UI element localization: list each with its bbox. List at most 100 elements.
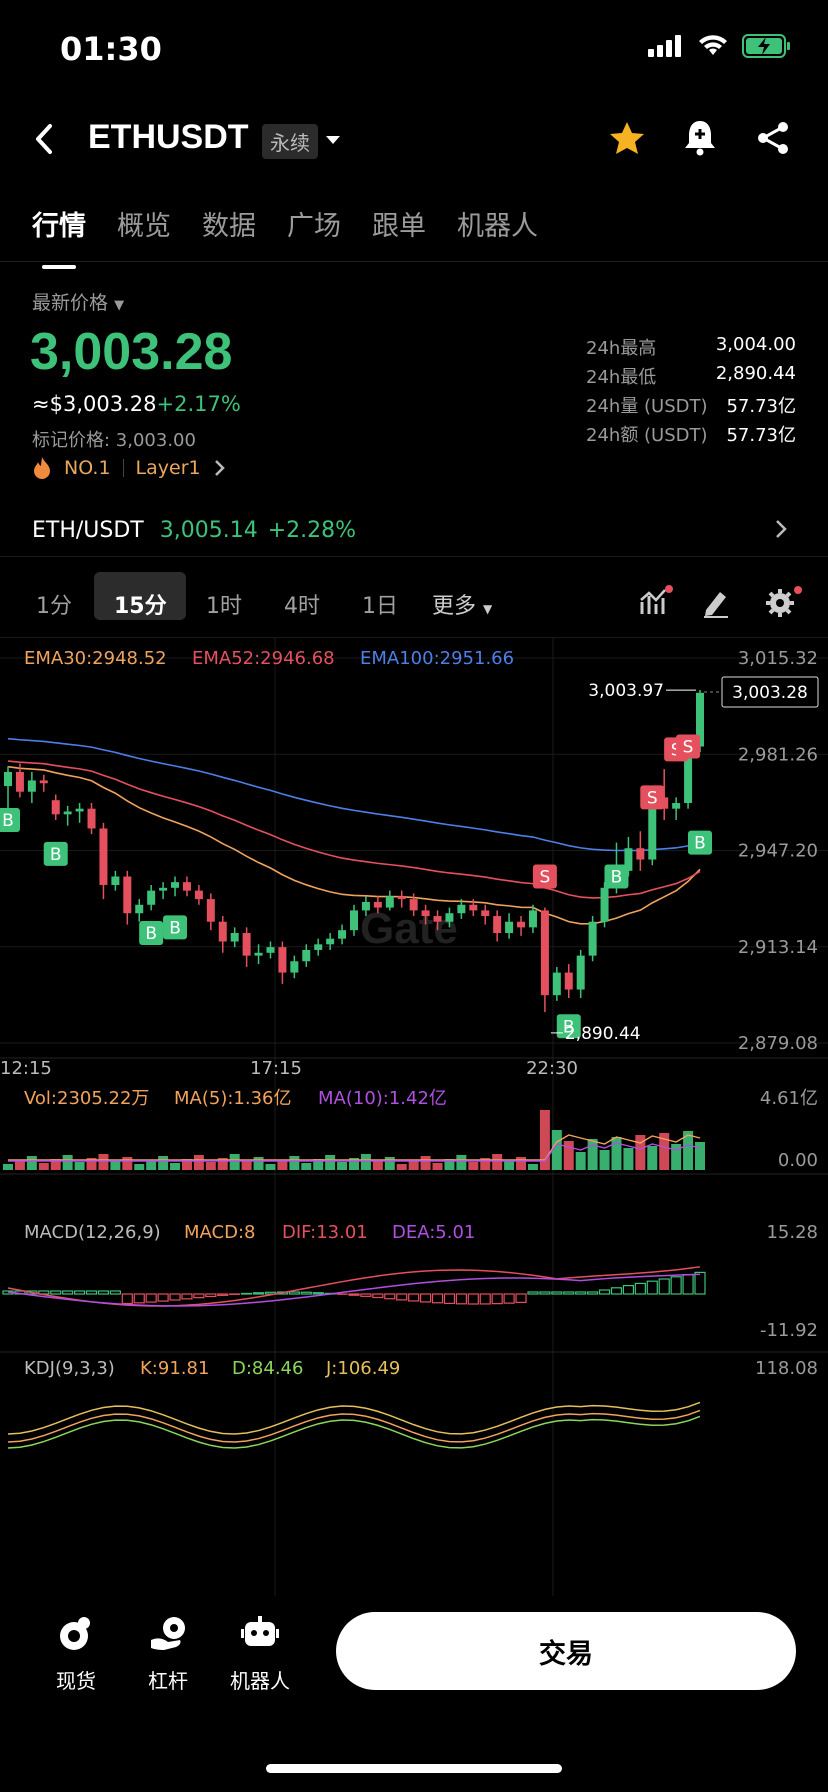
back-arrow-icon[interactable] (28, 118, 64, 160)
latest-price-dropdown[interactable]: 最新价格 ▼ (32, 288, 124, 315)
kdj-j-label: J:106.49 (325, 1358, 400, 1379)
macd-histogram-bar (503, 1293, 515, 1304)
volume-bar (599, 1150, 610, 1170)
macd-histogram-bar (682, 1273, 694, 1295)
macd-histogram-bar (443, 1293, 456, 1304)
tab-bots[interactable]: 机器人 (457, 211, 538, 242)
candle-body (481, 910, 490, 917)
timeframe-1h[interactable]: 1时 (206, 594, 242, 619)
macd-histogram-bar (205, 1293, 217, 1298)
candle-body (147, 890, 156, 905)
bot-nav-item[interactable]: 机器人 (220, 1614, 300, 1694)
volume-bar (337, 1162, 348, 1170)
chevron-right-icon[interactable] (774, 518, 788, 540)
macd-histogram-bar (527, 1291, 539, 1295)
buy-marker (688, 830, 712, 855)
candle-body (218, 921, 227, 942)
timeframe-1d[interactable]: 1日 (362, 594, 398, 619)
chevron-right-icon (214, 460, 225, 476)
candle-body (242, 933, 251, 956)
candlestick-chart[interactable]: Gate BBBBSBBSSSB 3,015.322,981.262,947.2… (0, 638, 828, 1596)
macd-histogram-bar (348, 1293, 360, 1296)
volume-bar (301, 1163, 312, 1170)
candle-body (123, 876, 132, 914)
timeframe-4h[interactable]: 4时 (284, 594, 320, 619)
macd-histogram-bar (563, 1291, 575, 1295)
volume-bar (181, 1159, 192, 1170)
indicators-icon[interactable] (638, 584, 674, 620)
price-alert-bell-icon[interactable] (682, 118, 718, 156)
candle-body (182, 882, 191, 891)
ema52-label: EMA52:2946.68 (192, 648, 335, 669)
macd-histogram-bar (598, 1289, 611, 1295)
candle-body (505, 921, 514, 934)
candle-body (385, 896, 394, 908)
pair-title[interactable]: ETHUSDT (88, 118, 249, 156)
divider (0, 261, 828, 262)
chart-area[interactable]: Gate BBBBSBBSSSB 3,015.322,981.262,947.2… (0, 638, 828, 1596)
buy-marker (139, 921, 164, 946)
stat-label: 24h量 (USDT) (586, 396, 708, 417)
volume-bar (516, 1157, 527, 1170)
draw-tool-icon[interactable] (700, 586, 732, 618)
macd-dea-line (7, 1273, 701, 1307)
volume-bar (289, 1156, 300, 1170)
trade-button[interactable]: 交易 (336, 1612, 796, 1690)
settings-gear-icon[interactable] (764, 584, 804, 620)
macd-histogram-bar (419, 1293, 432, 1303)
rank-tags[interactable]: NO.1 Layer1 (32, 456, 227, 480)
ema30-line (7, 765, 701, 925)
volume-bar (611, 1137, 622, 1170)
macd-histogram-bar (396, 1293, 408, 1301)
spot-nav-item[interactable]: 现货 (36, 1614, 116, 1694)
candle-body (194, 890, 203, 900)
volume-bar (253, 1157, 264, 1170)
spot-label: 现货 (56, 1669, 96, 1693)
rank-label: NO.1 (64, 457, 111, 479)
tab-copy-trade[interactable]: 跟单 (372, 211, 426, 242)
candle-body (254, 952, 263, 956)
share-icon[interactable] (756, 120, 790, 156)
timeframe-15m[interactable]: 15分 (114, 594, 167, 619)
ema30-label: EMA30:2948.52 (24, 648, 167, 669)
margin-label: 杠杆 (148, 1669, 188, 1693)
x-tick-label: 12:15 (0, 1058, 52, 1079)
margin-nav-item[interactable]: 杠杆 (128, 1614, 208, 1694)
volume-bar (635, 1135, 646, 1170)
macd-histogram-bar (288, 1291, 300, 1295)
macd-dif-label: DIF:13.01 (282, 1222, 368, 1243)
timeframe-more[interactable]: 更多 ▼ (432, 588, 492, 620)
tab-data[interactable]: 数据 (202, 211, 256, 242)
macd-histogram-bar (491, 1293, 503, 1305)
volume-bar (229, 1154, 240, 1170)
favorite-star-icon[interactable] (608, 120, 646, 156)
candle-body (588, 921, 597, 956)
main-tabs: 行情 概览 数据 广场 跟单 机器人 (32, 204, 538, 269)
volume-bar (396, 1164, 407, 1170)
volume-bar (683, 1131, 694, 1170)
macd-label: MACD(12,26,9) (24, 1222, 161, 1243)
volume-ma10-label: MA(10):1.42亿 (318, 1088, 447, 1109)
volume-bar (3, 1164, 13, 1170)
tab-square[interactable]: 广场 (287, 211, 341, 242)
stat-row: 24h量 (USDT) 57.73亿 (586, 392, 796, 421)
spot-pair-row[interactable]: ETH/USDT 3,005.14 +2.28% (32, 518, 356, 543)
marker-letter: S (539, 867, 550, 887)
macd-histogram-bar (479, 1293, 491, 1305)
macd-bottom-tick: -11.92 (760, 1320, 818, 1341)
bot-label: 机器人 (230, 1669, 290, 1693)
tab-market[interactable]: 行情 (32, 204, 86, 269)
y-tick-label: 2,879.08 (738, 1033, 818, 1054)
timeframe-1m[interactable]: 1分 (36, 594, 72, 619)
tab-overview[interactable]: 概览 (117, 211, 171, 242)
timeframe-active-bg (94, 572, 186, 620)
macd-histogram-bar (551, 1291, 563, 1295)
caret-down-icon: ▼ (483, 602, 493, 616)
kdj-d-label: D:84.46 (232, 1358, 303, 1379)
pair-dropdown-icon[interactable] (324, 134, 342, 146)
spot-price: 3,005.14 (159, 518, 258, 543)
volume-bar (456, 1155, 467, 1170)
candle-body (302, 949, 311, 962)
tag-divider (122, 459, 124, 477)
candle-body (576, 955, 585, 990)
